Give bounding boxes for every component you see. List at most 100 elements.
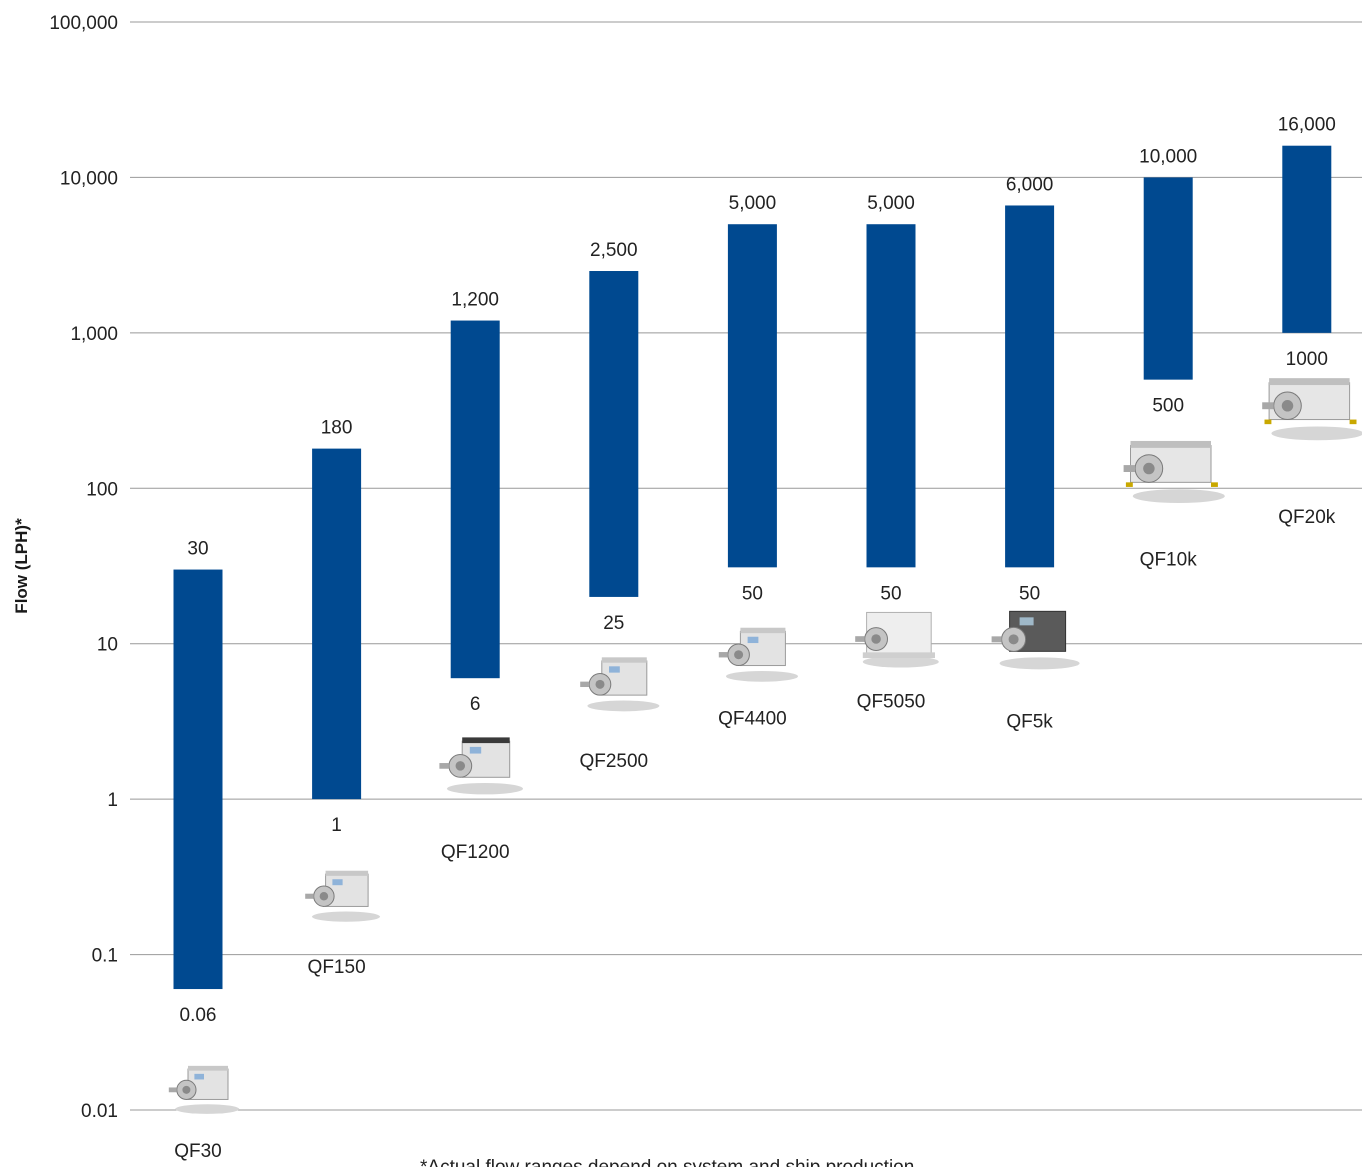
value-labels: 30 0.06 180 1 1,200 6 2,500 25 5,000 50 5,000 50 6,0… (180, 115, 1336, 1026)
pump-port (439, 763, 449, 769)
pump-shadow (726, 670, 798, 682)
category-label: QF5k (1006, 711, 1053, 732)
pump-display (1019, 617, 1034, 626)
category-label: QF10k (1140, 550, 1198, 571)
y-tick-label: 100,000 (49, 13, 118, 34)
pump-top (601, 657, 647, 663)
pump-shadow (312, 911, 380, 922)
max-label: 30 (187, 539, 208, 560)
pump-head-center (1008, 634, 1019, 645)
pump-head-center (1143, 462, 1155, 475)
pump-head-center (319, 891, 329, 901)
pump-shadow (862, 656, 939, 668)
pump-head-center (455, 761, 466, 771)
pump-port (855, 636, 865, 642)
pump-icon (991, 610, 1080, 670)
min-label: 0.06 (180, 1005, 217, 1026)
pump-foot (1264, 419, 1272, 425)
pump-shadow (587, 700, 660, 712)
y-tick-label: 10 (97, 635, 118, 656)
max-label: 5,000 (867, 193, 915, 214)
max-label: 1,200 (451, 290, 499, 311)
y-tick-label: 0.1 (92, 946, 118, 967)
bar-qf20k (1282, 145, 1332, 333)
pump-port (1262, 402, 1274, 410)
pump-port (580, 681, 590, 688)
pump-base (862, 652, 935, 659)
pump-shadow (1132, 489, 1225, 504)
bars (173, 145, 1332, 990)
pump-icon (168, 1065, 240, 1114)
pump-head-center (595, 679, 605, 689)
pump-shadow (447, 782, 523, 795)
pump-icon (305, 870, 380, 922)
y-axis-label: Flow (LPH)* (12, 518, 31, 614)
bar-qf4400 (727, 224, 777, 568)
category-label: QF2500 (579, 751, 648, 772)
pump-display (469, 746, 482, 754)
pump-icon (580, 657, 660, 712)
pump-top (325, 870, 369, 876)
pump-display (194, 1073, 204, 1080)
min-label: 1 (331, 815, 342, 836)
max-label: 2,500 (590, 240, 638, 261)
max-label: 180 (321, 418, 353, 439)
pump-icon (855, 611, 939, 668)
max-label: 6,000 (1006, 174, 1054, 195)
pump-icons (168, 378, 1362, 1114)
min-label: 50 (880, 583, 901, 604)
bar-qf5k (1005, 205, 1055, 568)
pump-icon (1262, 378, 1362, 441)
bar-qf30 (173, 569, 223, 990)
pump-head-center (734, 650, 744, 660)
category-label: QF4400 (718, 708, 787, 729)
category-labels: QF30 QF150 QF1200 QF2500 QF4400 QF5050 QF5k QF1… (174, 507, 1336, 1162)
pump-head-center (1281, 400, 1294, 412)
pump-shadow (1271, 426, 1362, 441)
pump-top (1130, 440, 1211, 448)
bar-qf5050 (866, 224, 916, 568)
pump-top (740, 627, 786, 634)
pump-display (747, 636, 759, 644)
bar-qf150 (312, 448, 362, 800)
pump-port (305, 893, 314, 899)
category-label: QF1200 (441, 842, 510, 863)
y-tick-label: 1,000 (70, 324, 118, 345)
bar-qf2500 (589, 271, 639, 597)
y-tick-label: 100 (86, 479, 118, 500)
pump-foot (1125, 482, 1133, 487)
max-label: 10,000 (1139, 146, 1197, 167)
pump-display (609, 666, 620, 673)
footnote: *Actual flow ranges depend on system and… (420, 1157, 914, 1167)
y-tick-label: 1 (107, 790, 118, 811)
pump-top (188, 1065, 228, 1071)
pump-shadow (175, 1104, 240, 1114)
category-label: QF150 (308, 957, 366, 978)
pump-top (1269, 378, 1350, 386)
y-axis-ticks: 0.01 0.1 1 10 100 1,000 10,000 100,000 (49, 13, 118, 1122)
bar-qf1200 (450, 320, 500, 679)
bar-qf10k (1143, 177, 1193, 380)
min-label: 6 (470, 694, 481, 715)
pump-port (1123, 465, 1136, 472)
min-label: 500 (1152, 396, 1184, 417)
min-label: 50 (742, 583, 763, 604)
pump-foot (1211, 482, 1218, 487)
pump-head-center (871, 634, 881, 644)
pump-icon (718, 627, 798, 682)
pump-head-center (182, 1085, 191, 1094)
y-tick-label: 0.01 (81, 1101, 118, 1122)
pump-port (168, 1087, 177, 1093)
category-label: QF5050 (857, 691, 926, 712)
category-label: QF30 (174, 1141, 222, 1162)
y-tick-label: 10,000 (60, 168, 118, 189)
pump-port (718, 652, 728, 658)
pump-icon (1123, 440, 1225, 504)
pump-icon (439, 737, 523, 795)
min-label: 25 (603, 613, 624, 634)
category-label: QF20k (1278, 507, 1336, 528)
pump-top (462, 737, 510, 744)
pump-port (991, 636, 1002, 643)
pump-foot (1349, 419, 1357, 425)
